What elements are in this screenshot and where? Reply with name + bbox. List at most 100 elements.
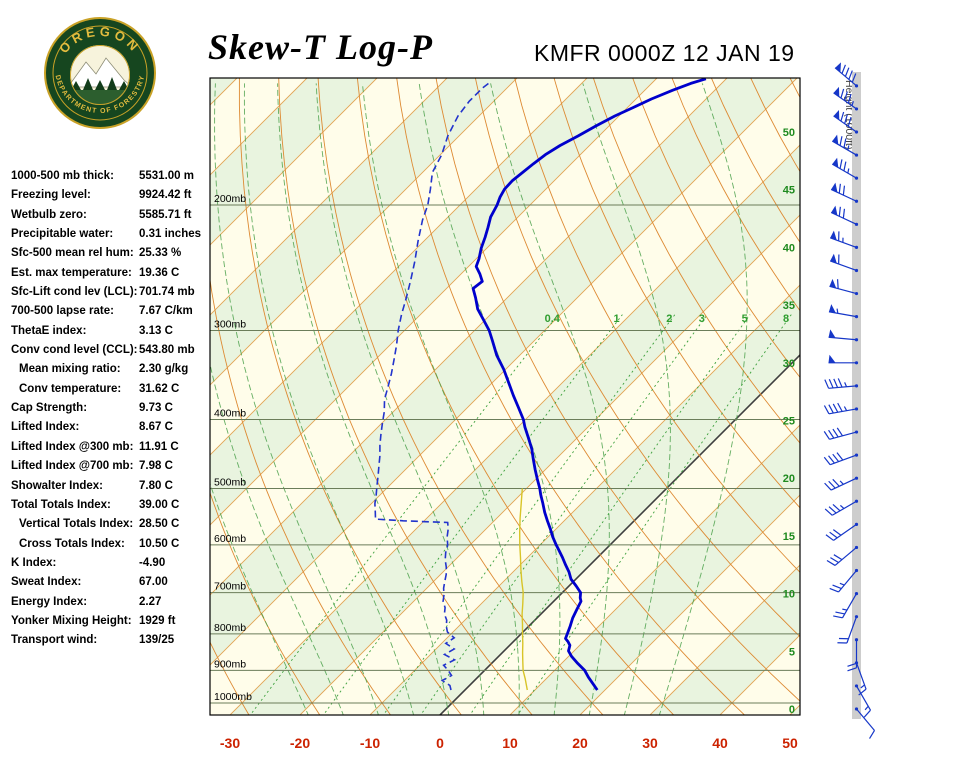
index-label: K Index: xyxy=(11,556,57,569)
wind-barb xyxy=(828,329,859,342)
index-value: -4.90 xyxy=(139,556,166,569)
index-label: Sweat Index: xyxy=(11,576,82,589)
index-row: Total Totals Index: 39.00 C xyxy=(11,496,209,515)
temp-tick-label: 40 xyxy=(712,735,728,751)
index-value: 10.50 C xyxy=(139,537,180,550)
index-row: Yonker Mixing Height: 1929 ft xyxy=(11,612,209,631)
height-tick-label: 10 xyxy=(783,589,795,601)
pressure-label: 600mb xyxy=(214,533,246,545)
wind-barb xyxy=(823,452,859,466)
temp-tick-label: -10 xyxy=(360,735,380,751)
mixing-ratio-label: 0.4 xyxy=(545,313,561,325)
index-label: Transport wind: xyxy=(11,634,98,647)
height-tick-label: 0 xyxy=(789,704,795,716)
index-value: 8.67 C xyxy=(139,421,173,434)
temp-tick-label: 50 xyxy=(782,735,798,751)
index-label: Total Totals Index: xyxy=(11,498,111,511)
mixing-ratio-label: 3 xyxy=(699,313,705,325)
index-row: K Index: -4.90 xyxy=(11,554,209,573)
index-label: Yonker Mixing Height: xyxy=(11,614,132,627)
height-tick-label: 15 xyxy=(783,531,795,543)
wind-barb xyxy=(828,304,859,319)
wind-barb xyxy=(833,592,859,619)
wind-barb xyxy=(831,157,859,180)
mixing-ratio-label: 5 xyxy=(742,313,748,325)
index-label: Energy Index: xyxy=(11,595,88,608)
index-value: 7.67 C/km xyxy=(139,305,193,318)
index-row: Vertical Totals Index: 28.50 C xyxy=(11,515,209,534)
wind-barb xyxy=(829,253,859,273)
wind-barb xyxy=(854,684,872,718)
temp-tick-label: 30 xyxy=(642,735,658,751)
index-row: Cross Totals Index: 10.50 C xyxy=(11,535,209,554)
temp-tick-label: 20 xyxy=(572,735,588,751)
pressure-label: 300mb xyxy=(214,318,246,330)
index-row: Sfc-500 mean rel hum: 25.33 % xyxy=(11,244,209,263)
wind-barb xyxy=(824,476,859,491)
index-label: Wetbulb zero: xyxy=(11,208,87,221)
index-label: 1000-500 mb thick: xyxy=(11,170,114,182)
index-row: Conv cond level (CCL): 543.80 mb xyxy=(11,341,209,360)
wind-barb xyxy=(854,707,876,739)
dewpoint-trace xyxy=(374,80,492,691)
index-value: 7.98 C xyxy=(139,460,173,473)
index-value: 31.62 C xyxy=(139,382,180,395)
index-value: 543.80 mb xyxy=(139,344,195,357)
pressure-label: 900mb xyxy=(214,658,246,670)
mixing-ratio-label: 1 xyxy=(614,313,620,325)
wind-barb xyxy=(837,615,859,644)
index-row: 1000-500 mb thick: 5531.00 m xyxy=(11,167,209,186)
wind-barb xyxy=(829,278,859,296)
wind-barb xyxy=(847,638,859,672)
temp-tick-label: -20 xyxy=(290,735,310,751)
mixing-ratio-label: 8 xyxy=(783,313,789,325)
index-value: 19.36 C xyxy=(139,266,180,279)
index-label: Lifted Index @300 mb: xyxy=(11,440,134,453)
wetbulb-trace xyxy=(518,488,528,691)
height-tick-label: 45 xyxy=(783,185,795,197)
index-value: 1929 ft xyxy=(139,614,176,627)
temp-tick-label: 10 xyxy=(502,735,518,751)
wind-barb xyxy=(823,402,859,415)
height-tick-label: 20 xyxy=(783,473,795,485)
isotherm-lines xyxy=(210,78,800,715)
index-label: Est. max temperature: xyxy=(11,266,132,279)
plot-border xyxy=(209,77,801,716)
index-label: Conv temperature: xyxy=(19,382,122,395)
index-label: Showalter Index: xyxy=(11,479,104,492)
index-row: Transport wind: 139/25 xyxy=(11,631,209,650)
index-value: 5531.00 m xyxy=(139,170,194,182)
odf-logo: OREGON DEPARTMENT OF FORESTRY xyxy=(42,12,158,134)
index-label: Cross Totals Index: xyxy=(19,537,125,550)
index-value: 9924.42 ft xyxy=(139,189,192,202)
pressure-label: 700mb xyxy=(214,581,246,593)
index-label: 700-500 lapse rate: xyxy=(11,305,114,318)
wind-barb xyxy=(834,62,859,88)
mixing-ratio-label: 2 xyxy=(666,313,672,325)
temperature-axis: -30 -20 -10 0 10 20 30 40 50 xyxy=(220,735,798,751)
pressure-label: 800mb xyxy=(214,622,246,634)
index-row: Lifted Index: 8.67 C xyxy=(11,418,209,437)
pressure-label: 500mb xyxy=(214,476,246,488)
wind-barb xyxy=(826,545,859,566)
height-tick-label: 35 xyxy=(783,300,795,312)
wind-barb xyxy=(824,378,859,389)
pressure-label: 200mb xyxy=(214,193,246,205)
page-title: Skew-T Log-P xyxy=(208,27,433,67)
temperature-trace xyxy=(471,78,707,691)
index-label: Mean mixing ratio: xyxy=(19,363,121,376)
index-row: Conv temperature: 31.62 C xyxy=(11,380,209,399)
wind-barb xyxy=(833,86,859,111)
index-label: Vertical Totals Index: xyxy=(19,518,134,531)
pressure-label: 1000mb xyxy=(214,691,252,703)
wind-barb xyxy=(829,230,859,249)
wind-column-bar xyxy=(852,72,861,719)
index-value: 39.00 C xyxy=(139,498,180,511)
index-label: Lifted Index: xyxy=(11,421,80,434)
index-label: Sfc-500 mean rel hum: xyxy=(11,247,134,260)
index-value: 2.30 g/kg xyxy=(139,363,189,376)
mixing-ratio-lines xyxy=(249,314,792,715)
index-value: 25.33 % xyxy=(139,247,182,260)
